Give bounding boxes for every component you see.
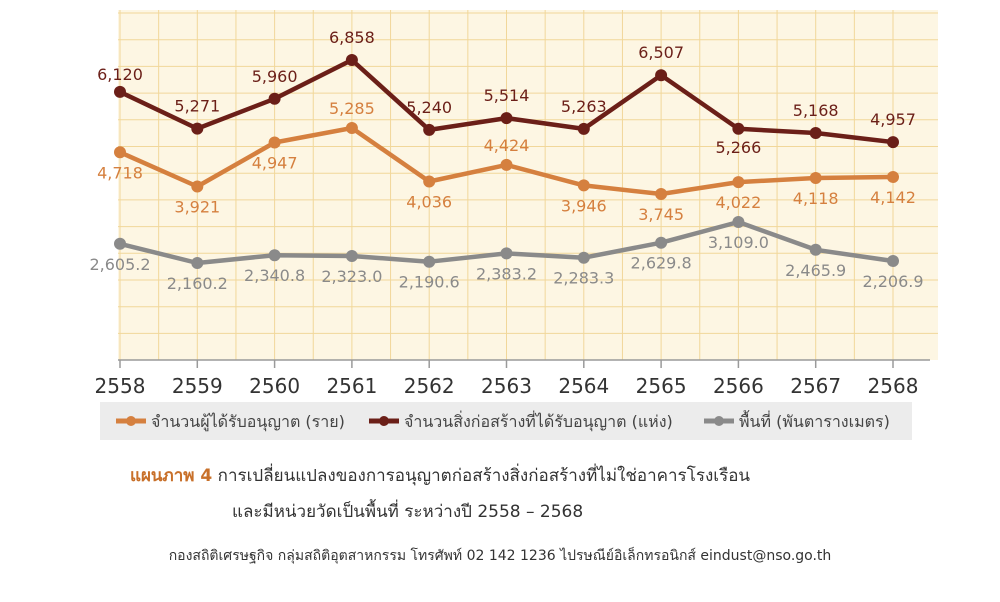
series-buildings-point bbox=[345, 54, 358, 66]
x-tick-label: 2562 bbox=[404, 374, 455, 398]
series-area-point bbox=[809, 243, 822, 256]
x-tick-label: 2568 bbox=[868, 374, 919, 398]
series-area-point bbox=[114, 237, 126, 250]
legend-item-permits: จำนวนผู้ได้รับอนุญาต (ราย) bbox=[116, 412, 345, 432]
caption-title: การเปลี่ยนแปลงของการอนุญาตก่อสร้างสิ่งก่… bbox=[217, 466, 751, 486]
caption-line-2: และมีหน่วยวัดเป็นพื้นที่ ระหว่างปี 2558 … bbox=[232, 502, 584, 522]
series-permits-data-label: 4,718 bbox=[97, 163, 143, 182]
series-buildings-data-label: 4,957 bbox=[870, 110, 916, 129]
legend-item-buildings: จำนวนสิ่งก่อสร้างที่ได้รับอนุญาต (แห่ง) bbox=[369, 410, 673, 432]
series-buildings-data-label: 5,168 bbox=[793, 101, 839, 120]
series-area-data-label: 2,629.8 bbox=[631, 254, 692, 273]
series-area-point bbox=[345, 250, 358, 262]
series-buildings-data-label: 5,240 bbox=[406, 98, 452, 117]
series bbox=[114, 54, 899, 269]
x-tick-label: 2567 bbox=[790, 374, 841, 398]
series-area-data-label: 2,465.9 bbox=[785, 261, 846, 280]
series-buildings-data-label: 5,271 bbox=[174, 97, 220, 116]
series-area-data-label: 2,605.2 bbox=[89, 255, 150, 274]
series-area-data-label: 2,190.6 bbox=[399, 273, 460, 292]
x-tick-label: 2565 bbox=[636, 374, 687, 398]
legend-marker-buildings bbox=[379, 416, 389, 426]
series-buildings-data-label: 5,266 bbox=[715, 138, 761, 157]
series-permits-point bbox=[655, 188, 668, 200]
series-area-data-label: 2,160.2 bbox=[167, 274, 228, 293]
series-permits-data-label: 5,285 bbox=[329, 99, 375, 118]
series-permits-point bbox=[732, 176, 745, 189]
series-buildings-data-label: 6,120 bbox=[97, 65, 143, 84]
series-permits-point bbox=[887, 171, 899, 183]
series-buildings-point bbox=[732, 122, 745, 135]
series-buildings-point bbox=[500, 112, 513, 125]
x-tick-label: 2561 bbox=[326, 374, 377, 398]
legend-label-area: พื้นที่ (พันตารางเมตร) bbox=[739, 410, 890, 431]
footer-contact: กองสถิติเศรษฐกิจ กลุ่มสถิติอุตสาหกรรม โท… bbox=[168, 548, 832, 564]
x-tick-label: 2566 bbox=[713, 374, 764, 398]
series-area-point bbox=[423, 255, 436, 268]
series-permits-data-label: 4,142 bbox=[870, 188, 916, 207]
series-area-data-label: 2,283.3 bbox=[553, 269, 614, 288]
series-permits-point bbox=[577, 179, 590, 192]
series-permits-data-label: 4,036 bbox=[406, 193, 452, 212]
chart: 2558 2559 2560 2561 2562 2563 2564 2565 2566 2567… bbox=[89, 10, 938, 440]
series-buildings-data-label: 5,960 bbox=[252, 67, 298, 86]
series-buildings-point bbox=[423, 123, 436, 136]
series-area-data-label: 3,109.0 bbox=[708, 233, 769, 252]
plot-background bbox=[118, 10, 938, 360]
legend-marker-area bbox=[714, 416, 724, 426]
data-labels: 6,120 5,271 5,960 6,858 5,240 5,514 5,263 6,507… bbox=[89, 28, 923, 293]
series-permits-data-label: 4,118 bbox=[793, 189, 839, 208]
series-buildings-point bbox=[809, 127, 822, 139]
series-permits-point bbox=[345, 122, 358, 134]
series-area-data-label: 2,340.8 bbox=[244, 266, 305, 285]
series-permits-data-label: 3,946 bbox=[561, 196, 607, 215]
x-ticks: 2558 2559 2560 2561 2562 2563 2564 2565 2566 2567… bbox=[95, 360, 919, 398]
series-permits-point bbox=[423, 175, 436, 188]
legend-background bbox=[100, 402, 912, 440]
x-tick-label: 2560 bbox=[249, 374, 300, 398]
legend-marker-permits bbox=[126, 416, 136, 426]
legend-label-buildings: จำนวนสิ่งก่อสร้างที่ได้รับอนุญาต (แห่ง) bbox=[404, 410, 673, 432]
caption-line-1: แผนภาพ 4 การเปลี่ยนแปลงของการอนุญาตก่อสร… bbox=[130, 462, 990, 489]
x-tick-label: 2558 bbox=[95, 374, 146, 398]
series-buildings-point bbox=[191, 122, 204, 135]
series-permits-data-label: 3,921 bbox=[174, 198, 220, 217]
series-area-point bbox=[268, 249, 281, 262]
series-buildings-point bbox=[655, 69, 668, 82]
series-area-data-label: 2,206.9 bbox=[862, 272, 923, 291]
series-permits-point bbox=[268, 136, 281, 149]
legend-label-permits: จำนวนผู้ได้รับอนุญาต (ราย) bbox=[151, 412, 345, 432]
series-area-point bbox=[732, 216, 745, 228]
series-area-point bbox=[887, 255, 899, 267]
series-buildings-point bbox=[887, 136, 899, 149]
x-tick-label: 2563 bbox=[481, 374, 532, 398]
series-buildings-data-label: 5,514 bbox=[484, 86, 530, 105]
series-buildings-point bbox=[268, 92, 281, 105]
series-buildings-data-label: 6,858 bbox=[329, 28, 375, 47]
series-area-point bbox=[655, 236, 668, 249]
series-permits-data-label: 4,022 bbox=[715, 193, 761, 212]
x-tick-label: 2564 bbox=[558, 374, 609, 398]
series-area-point bbox=[500, 247, 513, 260]
series-area-point bbox=[191, 257, 204, 269]
series-permits-data-label: 4,424 bbox=[484, 136, 530, 155]
series-buildings-data-label: 6,507 bbox=[638, 43, 684, 62]
series-buildings-data-label: 5,263 bbox=[561, 97, 607, 116]
series-buildings-point bbox=[114, 85, 126, 98]
series-permits-data-label: 3,745 bbox=[638, 205, 684, 224]
series-area-data-label: 2,323.0 bbox=[321, 267, 382, 286]
series-buildings-point bbox=[577, 122, 590, 135]
series-permits-point bbox=[500, 158, 513, 171]
series-permits-point bbox=[191, 180, 204, 193]
figure-number: แผนภาพ 4 bbox=[130, 466, 213, 486]
legend-item-area: พื้นที่ (พันตารางเมตร) bbox=[704, 410, 890, 431]
series-area-point bbox=[577, 251, 590, 264]
x-tick-label: 2559 bbox=[172, 374, 223, 398]
series-permits-point bbox=[114, 146, 126, 159]
series-area-data-label: 2,383.2 bbox=[476, 264, 537, 283]
series-permits-point bbox=[809, 172, 822, 184]
series-permits-data-label: 4,947 bbox=[252, 154, 298, 173]
